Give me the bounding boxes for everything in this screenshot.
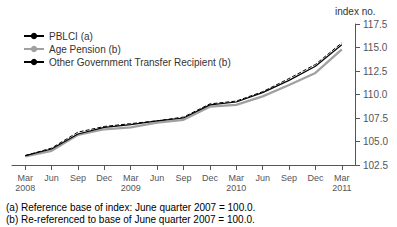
- svg-text:2011: 2011: [332, 183, 351, 193]
- svg-text:index no.: index no.: [335, 6, 376, 17]
- svg-text:102.5: 102.5: [363, 160, 388, 171]
- svg-text:Jun: Jun: [255, 173, 270, 183]
- svg-text:Mar: Mar: [334, 173, 350, 183]
- svg-text:2008: 2008: [15, 183, 35, 193]
- svg-text:Age Pension (b): Age Pension (b): [49, 44, 121, 55]
- svg-text:2009: 2009: [121, 183, 141, 193]
- svg-text:Sep: Sep: [70, 173, 86, 183]
- svg-text:(a) Reference base of index: J: (a) Reference base of index: June quarte…: [6, 202, 255, 213]
- svg-text:Mar: Mar: [17, 173, 33, 183]
- svg-text:107.5: 107.5: [363, 113, 388, 124]
- svg-text:117.5: 117.5: [363, 19, 388, 30]
- svg-text:Mar: Mar: [229, 173, 245, 183]
- svg-text:Mar: Mar: [123, 173, 139, 183]
- svg-text:Sep: Sep: [175, 173, 191, 183]
- svg-text:PBLCI (a): PBLCI (a): [49, 31, 93, 42]
- svg-text:Jun: Jun: [44, 173, 59, 183]
- svg-text:Jun: Jun: [150, 173, 165, 183]
- svg-text:(b) Re-referenced to base of J: (b) Re-referenced to base of June quarte…: [6, 214, 255, 225]
- svg-text:110.0: 110.0: [363, 89, 388, 100]
- svg-text:Dec: Dec: [202, 173, 219, 183]
- svg-text:112.5: 112.5: [363, 66, 388, 77]
- svg-text:Dec: Dec: [96, 173, 113, 183]
- svg-text:115.0: 115.0: [363, 42, 388, 53]
- svg-text:Other Government Transfer Reci: Other Government Transfer Recipient (b): [49, 57, 231, 68]
- svg-text:2010: 2010: [226, 183, 246, 193]
- svg-text:105.0: 105.0: [363, 136, 388, 147]
- svg-text:Dec: Dec: [307, 173, 324, 183]
- svg-text:Sep: Sep: [281, 173, 297, 183]
